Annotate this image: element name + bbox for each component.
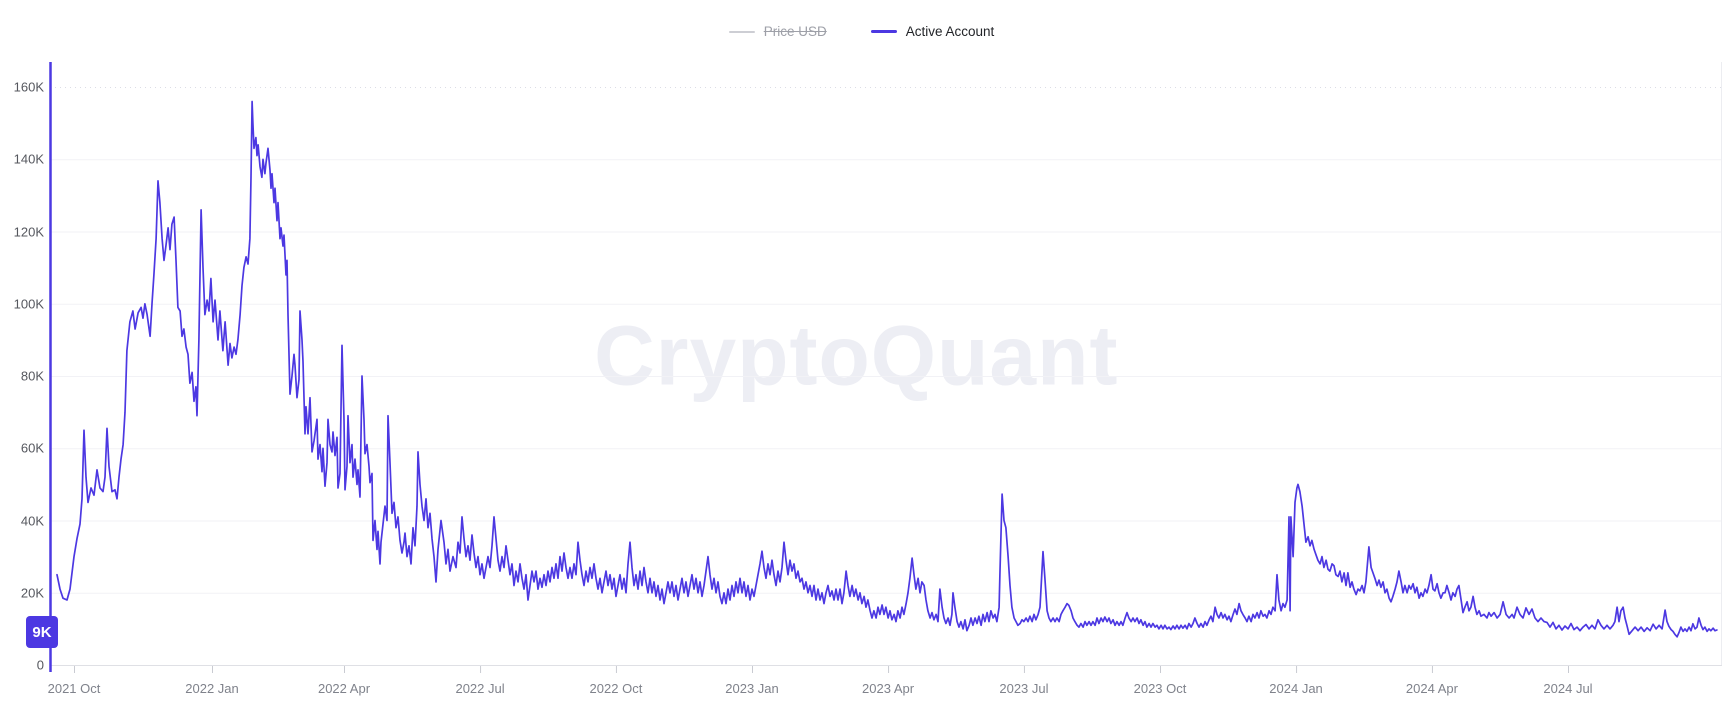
x-tick-label-2022-Jul: 2022 Jul xyxy=(455,681,505,696)
y-tick-label-40K: 40K xyxy=(20,513,44,528)
x-tick-label-2022-Oct: 2022 Oct xyxy=(589,681,643,696)
legend-item-price-usd[interactable]: Price USD xyxy=(728,24,827,39)
legend-label-price-usd: Price USD xyxy=(763,24,827,39)
y-tick-label-120K: 120K xyxy=(13,224,44,239)
y-tick-label-80K: 80K xyxy=(20,368,44,384)
x-tick-label-2022-Jan: 2022 Jan xyxy=(185,681,239,696)
gridlines xyxy=(50,87,1722,594)
active-account-line-swatch-icon xyxy=(870,30,897,33)
price-usd-line-swatch-icon xyxy=(728,30,755,33)
x-tick-label-2024-Apr: 2024 Apr xyxy=(1405,681,1458,696)
x-tick-label-2023-Jul: 2023 Jul xyxy=(999,681,1049,696)
x-tick-label-2021-Oct: 2021 Oct xyxy=(47,681,101,696)
y-tick-label-160K: 160K xyxy=(13,79,44,95)
x-tick-label-2022-Apr: 2022 Apr xyxy=(317,681,371,696)
legend-item-active-account[interactable]: Active Account xyxy=(870,24,995,39)
y-tick-label-0: 0 xyxy=(36,657,44,673)
axes xyxy=(49,62,1722,673)
x-tick-label-2023-Oct: 2023 Oct xyxy=(1133,681,1187,696)
last-value-badge: 9K xyxy=(26,616,58,649)
chart-legend: Price USD Active Account xyxy=(0,24,1723,39)
series-lines xyxy=(56,100,1718,638)
x-tick-label-2024-Jul: 2024 Jul xyxy=(1543,681,1593,696)
legend-label-active-account: Active Account xyxy=(905,24,995,39)
x-tick-label-2023-Apr: 2023 Apr xyxy=(862,681,915,696)
y-tick-label-140K: 140K xyxy=(13,151,44,167)
series-line-active-account xyxy=(56,100,1718,638)
x-tick-label-2024-Jan: 2024 Jan xyxy=(1269,681,1323,696)
cryptoquant-watermark: CryptoQuant xyxy=(594,308,1119,403)
y-tick-label-100K: 100K xyxy=(13,296,44,312)
y-tick-label-60K: 60K xyxy=(20,440,44,456)
x-tick-label-2023-Jan: 2023 Jan xyxy=(725,681,779,696)
y-tick-label-20K: 20K xyxy=(20,585,44,601)
